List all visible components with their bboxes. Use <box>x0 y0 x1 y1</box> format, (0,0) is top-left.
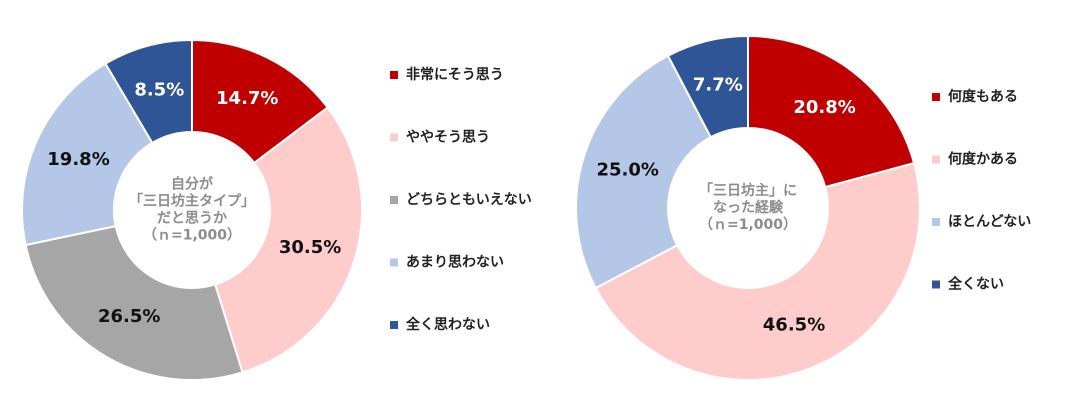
center-label: 「三日坊主タイプ」 <box>129 193 255 210</box>
slice <box>21 62 154 247</box>
legend-label: ややそう思う <box>406 130 490 146</box>
slice <box>594 161 921 381</box>
legend-label: 何度もある <box>948 88 1018 105</box>
value-label: 14.7% <box>216 88 278 109</box>
legend-label: 全く思わない <box>405 316 490 333</box>
legend-marker <box>932 280 940 289</box>
slice <box>666 34 749 139</box>
legend-label: ほとんどない <box>948 214 1031 230</box>
legend-marker <box>390 71 398 79</box>
legend-label: どちらともいえない <box>406 192 532 208</box>
legend-marker <box>932 93 940 101</box>
slice <box>747 34 916 189</box>
value-label: 19.8% <box>47 149 109 170</box>
center-label: 「三日坊主」に <box>699 182 797 199</box>
value-label: 25.0% <box>596 160 658 181</box>
value-label: 20.8% <box>793 97 855 118</box>
value-label: 26.5% <box>98 306 160 327</box>
center-label: だと思うか <box>157 211 227 227</box>
legend-marker <box>390 321 398 329</box>
slice <box>24 224 244 381</box>
legend-marker <box>932 218 940 226</box>
slice <box>213 106 363 374</box>
legend-label: あまり思わない <box>406 255 504 271</box>
center-label: （ｎ=1,000） <box>699 217 797 233</box>
legend-label: 何度かある <box>948 151 1018 168</box>
legend-marker <box>932 155 940 164</box>
value-label: 7.7% <box>693 75 743 96</box>
center-label: （ｎ=1,000） <box>143 228 241 244</box>
slice <box>575 54 713 290</box>
legend-label: 全くない <box>947 276 1004 293</box>
legend-marker <box>390 258 398 267</box>
legend-marker <box>390 196 398 204</box>
value-label: 46.5% <box>763 314 825 335</box>
legend-label: 非常にそう思う <box>406 66 504 83</box>
center-label: 自分が <box>171 176 214 193</box>
value-label: 8.5% <box>134 79 184 100</box>
legend-marker <box>390 133 398 142</box>
value-label: 30.5% <box>279 237 341 258</box>
slice <box>104 38 193 145</box>
center-label: なった経験 <box>713 199 784 216</box>
